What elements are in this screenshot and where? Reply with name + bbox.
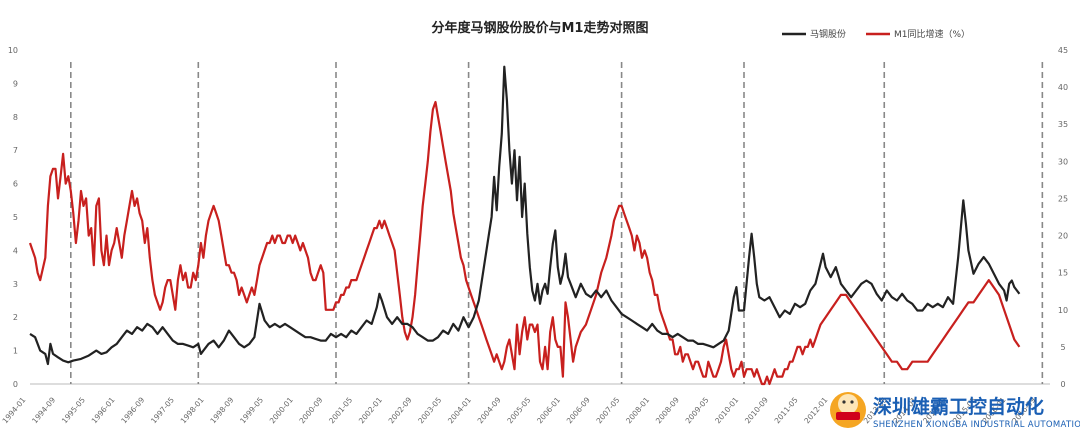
x-tick-label: 2000-09 [297,395,324,425]
left-tick-label: 9 [13,79,18,88]
x-tick-label: 2004-09 [476,395,503,425]
x-tick-label: 1994-01 [0,395,27,425]
x-tick-label: 2001-05 [327,395,354,425]
watermark-title: 深圳雄霸工控自动化 [873,395,1044,418]
x-tick-label: 2007-05 [594,395,621,425]
left-tick-label: 8 [13,113,18,122]
legend-label-m1: M1同比增速（%） [894,28,970,40]
x-tick-label: 2005-05 [505,395,532,425]
left-tick-label: 4 [13,246,18,255]
left-tick-label: 1 [13,347,18,356]
x-tick-label: 1994-09 [30,395,57,425]
x-tick-label: 2002-09 [387,395,414,425]
right-tick-label: 15 [1058,269,1068,278]
right-tick-label: 20 [1058,232,1068,241]
left-tick-label: 2 [13,313,18,322]
left-tick-label: 3 [13,280,18,289]
left-tick-label: 0 [13,380,18,389]
x-tick-label: 1996-01 [90,395,117,425]
right-axis: 0 5 10 15 20 25 30 35 40 45 [1058,46,1068,389]
year-separators [70,62,1044,384]
x-tick-label: 1998-01 [179,395,206,425]
right-tick-label: 45 [1058,46,1068,55]
x-tick-label: 2006-09 [565,395,592,425]
left-tick-label: 5 [13,213,18,222]
right-tick-label: 0 [1060,380,1065,389]
x-tick-label: 2010-01 [713,395,740,425]
x-tick-label: 1998-09 [208,395,235,425]
x-tick-label: 2003-05 [416,395,443,425]
series-line-stock [29,65,1021,366]
watermark: 深圳雄霸工控自动化 SHENZHEN XIONGBA INDUSTRIAL AU… [830,392,1080,430]
x-tick-label: 2000-01 [268,395,295,425]
series-lines [28,65,1021,386]
right-tick-label: 25 [1058,194,1068,203]
right-tick-label: 35 [1058,120,1068,129]
x-tick-label: 2012-01 [802,395,829,425]
x-tick-label: 2009-05 [684,395,711,425]
mascot-icon [830,392,866,428]
watermark-subtitle: SHENZHEN XIONGBA INDUSTRIAL AUTOMATION [873,420,1080,430]
legend-label-stock: 马钢股份 [810,28,846,40]
left-tick-label: 6 [13,180,18,189]
x-tick-label: 1997-05 [149,395,176,425]
x-tick-label: 2010-09 [743,395,770,425]
series-line-m1 [28,100,1021,386]
left-axis: 0 1 2 3 4 5 6 7 8 9 10 [8,46,18,389]
right-tick-label: 5 [1060,343,1065,352]
right-tick-label: 10 [1058,306,1068,315]
x-tick-label: 2008-01 [624,395,651,425]
x-tick-label: 2011-05 [773,395,800,425]
x-tick-label: 2006-01 [535,395,562,425]
x-tick-label: 2004-01 [446,395,473,425]
left-tick-label: 10 [8,46,18,55]
x-tick-label: 2002-01 [357,395,384,425]
x-tick-label: 2008-09 [654,395,681,425]
right-tick-label: 40 [1058,83,1068,92]
legend: 马钢股份 M1同比增速（%） [782,28,970,40]
right-tick-label: 30 [1058,157,1068,166]
left-tick-label: 7 [13,146,18,155]
x-tick-label: 1996-09 [119,395,146,425]
chart-title: 分年度马钢股份股价与M1走势对照图 [432,20,649,36]
x-tick-label: 1995-05 [60,395,87,425]
x-tick-label: 1999-05 [238,395,265,425]
